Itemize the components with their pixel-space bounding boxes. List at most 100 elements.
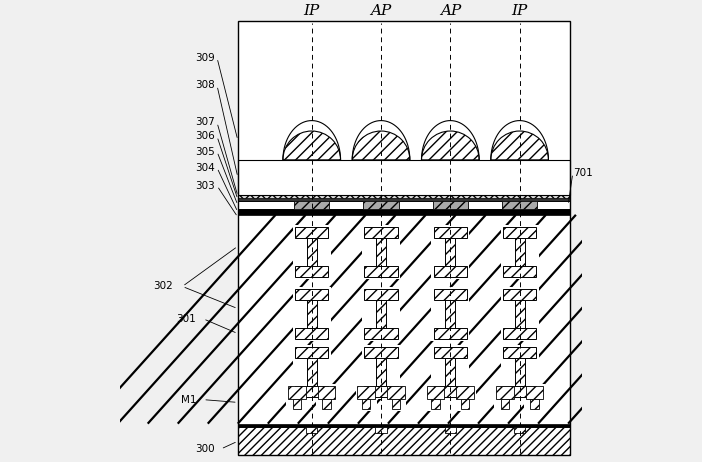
Bar xyxy=(293,345,331,399)
Bar xyxy=(364,227,397,238)
Text: AP: AP xyxy=(439,5,461,18)
Bar xyxy=(293,225,331,279)
Bar xyxy=(496,386,514,399)
Bar xyxy=(503,266,536,277)
Bar xyxy=(238,21,571,455)
Bar xyxy=(295,289,329,300)
Text: 308: 308 xyxy=(195,80,215,91)
Text: AP: AP xyxy=(371,5,392,18)
Bar xyxy=(434,328,467,339)
Polygon shape xyxy=(491,121,548,160)
Bar xyxy=(434,266,467,277)
Bar xyxy=(364,289,397,300)
Bar xyxy=(445,358,456,386)
Text: 309: 309 xyxy=(195,53,215,63)
Wedge shape xyxy=(283,131,340,160)
Bar xyxy=(501,225,538,279)
Text: 300: 300 xyxy=(195,444,215,454)
Bar xyxy=(362,399,371,409)
Wedge shape xyxy=(491,131,548,160)
Bar xyxy=(503,328,536,339)
Bar xyxy=(432,201,468,209)
Bar xyxy=(376,358,386,386)
Polygon shape xyxy=(421,121,479,160)
Bar xyxy=(514,427,525,433)
Bar xyxy=(362,345,400,399)
Bar xyxy=(434,227,467,238)
Bar xyxy=(364,347,397,358)
Text: IP: IP xyxy=(512,5,528,18)
Polygon shape xyxy=(283,121,340,160)
Bar xyxy=(362,225,400,279)
Bar xyxy=(503,386,536,397)
Bar xyxy=(445,300,456,328)
Bar xyxy=(295,227,329,238)
Bar xyxy=(238,427,571,455)
Bar xyxy=(385,384,406,411)
Bar xyxy=(357,386,375,399)
Bar xyxy=(364,201,399,209)
Wedge shape xyxy=(352,131,410,160)
Bar xyxy=(293,287,331,341)
Bar xyxy=(502,201,537,209)
Bar xyxy=(307,300,317,328)
Bar xyxy=(306,427,317,433)
Bar xyxy=(238,215,571,424)
Bar xyxy=(295,347,329,358)
Bar xyxy=(316,384,337,411)
Text: 306: 306 xyxy=(195,131,215,141)
Bar xyxy=(515,358,524,386)
Bar xyxy=(307,358,317,386)
Bar xyxy=(445,238,456,266)
Bar xyxy=(427,386,444,399)
Bar xyxy=(364,201,399,209)
Bar xyxy=(524,384,545,411)
Bar xyxy=(501,399,509,409)
Bar xyxy=(434,289,467,300)
Bar xyxy=(456,386,474,399)
Bar xyxy=(356,384,377,411)
Polygon shape xyxy=(352,121,410,160)
Bar xyxy=(293,399,301,409)
Bar xyxy=(494,384,515,411)
Bar xyxy=(295,266,329,277)
Bar xyxy=(503,289,536,300)
Bar xyxy=(501,345,538,399)
Bar xyxy=(238,424,571,427)
Bar xyxy=(288,386,306,399)
Bar xyxy=(294,201,329,209)
Bar xyxy=(376,238,386,266)
Text: 701: 701 xyxy=(573,168,592,178)
Bar xyxy=(364,386,397,397)
Text: 301: 301 xyxy=(176,314,197,324)
Bar xyxy=(318,386,336,399)
Text: M1: M1 xyxy=(180,395,197,405)
Bar xyxy=(425,384,446,411)
Bar xyxy=(432,399,439,409)
Bar xyxy=(376,300,386,328)
Bar xyxy=(238,198,571,201)
Bar xyxy=(461,399,469,409)
Bar xyxy=(515,300,524,328)
Text: 302: 302 xyxy=(153,281,173,292)
Text: 303: 303 xyxy=(195,181,215,191)
Bar xyxy=(434,347,467,358)
Text: 307: 307 xyxy=(195,117,215,128)
Bar xyxy=(454,384,476,411)
Bar xyxy=(432,287,469,341)
Bar xyxy=(295,328,329,339)
Bar xyxy=(364,266,397,277)
Wedge shape xyxy=(421,131,479,160)
Bar xyxy=(238,160,571,195)
Text: IP: IP xyxy=(303,5,320,18)
Bar xyxy=(434,386,467,397)
Bar xyxy=(238,21,571,455)
Bar xyxy=(501,287,538,341)
Bar xyxy=(503,227,536,238)
Bar xyxy=(432,345,469,399)
Bar xyxy=(238,209,571,215)
Bar xyxy=(502,201,537,209)
Text: 304: 304 xyxy=(195,163,215,173)
Bar xyxy=(307,238,317,266)
Bar xyxy=(503,347,536,358)
